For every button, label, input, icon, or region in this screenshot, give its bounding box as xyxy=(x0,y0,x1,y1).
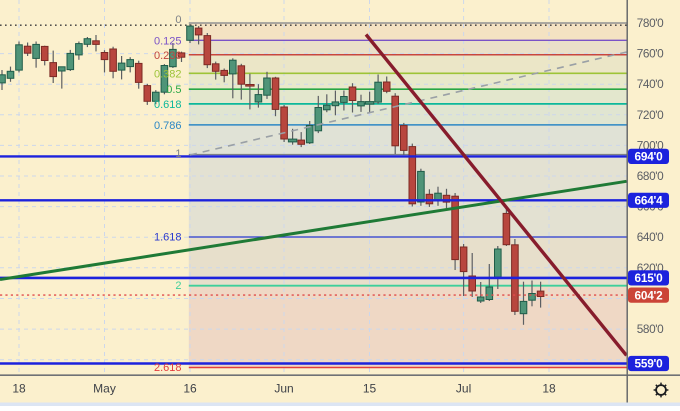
svg-text:615'0: 615'0 xyxy=(634,271,663,285)
svg-text:1.618: 1.618 xyxy=(154,231,182,243)
svg-text:720'0: 720'0 xyxy=(637,108,664,122)
svg-text:18: 18 xyxy=(542,382,556,396)
svg-text:0.786: 0.786 xyxy=(154,120,182,132)
svg-text:664'4: 664'4 xyxy=(634,194,663,208)
svg-text:559'0: 559'0 xyxy=(634,357,663,371)
svg-text:18: 18 xyxy=(12,382,26,396)
svg-text:Jul: Jul xyxy=(456,382,471,396)
svg-text:640'0: 640'0 xyxy=(637,230,664,244)
svg-text:May: May xyxy=(93,382,116,396)
svg-text:0.382: 0.382 xyxy=(154,68,182,80)
svg-text:Jun: Jun xyxy=(274,382,293,396)
svg-text:694'0: 694'0 xyxy=(634,150,663,164)
svg-text:580'0: 580'0 xyxy=(637,322,664,336)
svg-text:0.125: 0.125 xyxy=(154,35,182,47)
svg-text:740'0: 740'0 xyxy=(637,77,664,91)
svg-text:780'0: 780'0 xyxy=(637,16,664,30)
svg-text:15: 15 xyxy=(363,382,377,396)
svg-text:2: 2 xyxy=(175,280,181,292)
svg-text:760'0: 760'0 xyxy=(637,47,664,61)
svg-text:604'2: 604'2 xyxy=(634,288,663,302)
svg-text:16: 16 xyxy=(183,382,197,396)
svg-text:0.236: 0.236 xyxy=(154,50,182,62)
svg-text:1: 1 xyxy=(175,148,181,160)
svg-text:0: 0 xyxy=(175,14,181,26)
svg-text:2.618: 2.618 xyxy=(154,362,182,374)
svg-text:0.5: 0.5 xyxy=(166,84,181,96)
svg-text:0.618: 0.618 xyxy=(154,99,182,111)
svg-text:680'0: 680'0 xyxy=(637,169,664,183)
